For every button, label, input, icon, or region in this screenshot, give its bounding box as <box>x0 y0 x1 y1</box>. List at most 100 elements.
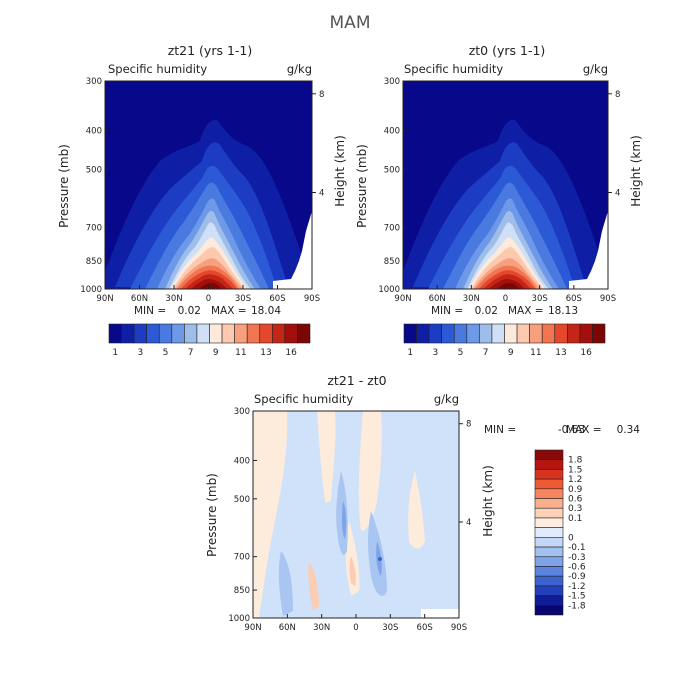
x-tick-label: 0 <box>353 623 358 633</box>
colorbar-swatch <box>234 323 248 344</box>
colorbar-label: 0.9 <box>568 485 583 495</box>
colorbar-swatch <box>403 323 417 344</box>
x-tick-label: 0 <box>503 294 508 304</box>
colorbar-label: 16 <box>580 348 592 358</box>
colorbar-label: 0.6 <box>568 495 583 505</box>
colorbar-swatch <box>246 323 261 344</box>
colorbar-swatch <box>579 323 593 344</box>
colorbar-label: 7 <box>483 348 489 358</box>
colorbar-swatch <box>534 498 564 509</box>
colorbar-swatch <box>441 323 455 344</box>
stats-min: 0.02 <box>475 305 498 317</box>
colorbar-label: -0.6 <box>568 562 586 572</box>
panel-subtitle-variable: Specific humidity <box>254 392 353 406</box>
x-tick-label: 0 <box>206 294 211 304</box>
colorbar-swatch <box>534 527 564 538</box>
contour-fill-group <box>105 81 312 289</box>
humidity-field <box>105 81 312 289</box>
colorbar-swatch <box>209 323 223 344</box>
x-tick-label: 60N <box>279 623 296 633</box>
x-tick-label: 90N <box>244 623 261 633</box>
y-tick-label: 1000 <box>378 285 400 295</box>
y-tick-label: 700 <box>234 553 250 563</box>
y2-axis-label: Height (km) <box>481 465 495 536</box>
contour-level-pos-med <box>308 561 319 611</box>
colorbar-label: 0.1 <box>568 514 582 524</box>
colorbar-label: -0.3 <box>568 553 586 563</box>
topography-mask <box>273 211 312 289</box>
colorbar-label: 0 <box>568 533 574 543</box>
colorbar-label: -0.1 <box>568 543 586 553</box>
stats-min: -0.63 <box>558 424 585 436</box>
colorbar-label: 13 <box>555 348 566 358</box>
humidity-field <box>403 81 608 289</box>
x-tick-label: 90S <box>600 294 616 304</box>
colorbar-label: 1.5 <box>568 465 582 475</box>
colorbar-swatch <box>534 488 564 499</box>
panel-subtitle-units: g/kg <box>583 62 608 76</box>
contour-level-neg-strong <box>341 501 347 539</box>
contour-level-pos-med <box>349 556 356 586</box>
colorbar-label: 11 <box>530 348 541 358</box>
x-tick-label: 90S <box>451 623 467 633</box>
contour-level-pos-small <box>317 411 336 503</box>
colorbar-swatch <box>171 323 185 344</box>
stats-max-label: MAX = <box>211 305 247 317</box>
y-tick-label: 300 <box>234 407 250 417</box>
colorbar-swatch <box>133 323 147 344</box>
colorbar-swatch <box>184 323 198 344</box>
colorbar-swatch <box>158 323 173 344</box>
panel-zt0: zt0 (yrs 1-1) Specific humidity g/kg <box>355 43 643 358</box>
stats-min-label: MIN = <box>431 305 463 317</box>
colorbar-swatch <box>534 575 564 587</box>
colorbar-label: 1 <box>407 348 413 358</box>
stats-min: 0.02 <box>178 305 201 317</box>
colorbar-swatch <box>297 323 311 344</box>
colorbar-swatch <box>479 323 493 344</box>
contour-level-max <box>497 283 519 289</box>
panel-subtitle-units: g/kg <box>434 392 459 406</box>
contour-level-pos-small <box>253 411 288 618</box>
colorbar: 1 3 5 7 9 11 13 16 <box>108 323 311 358</box>
x-tick-label: 60N <box>131 294 148 304</box>
stats-max: 18.13 <box>548 305 578 317</box>
y-axis-label: Pressure (mb) <box>355 144 369 228</box>
colorbar-swatch <box>529 323 543 344</box>
colorbar-swatch <box>534 546 564 558</box>
stats-min-label: MIN = <box>134 305 166 317</box>
y2-tick-label: 8 <box>615 90 620 100</box>
x-tick-label: 60N <box>429 294 446 304</box>
y-tick-label: 300 <box>384 77 400 87</box>
colorbar-label: 9 <box>213 348 219 358</box>
stats-max: 18.04 <box>251 305 281 317</box>
contour-min-spot <box>378 557 382 561</box>
contour-level-pos-small <box>358 411 382 531</box>
colorbar-swatch <box>534 585 564 596</box>
contour-fill-group <box>403 81 608 289</box>
topography-mask <box>569 211 608 289</box>
stats-max: 0.34 <box>617 424 641 436</box>
x-tick-label: 30S <box>532 294 548 304</box>
colorbar-swatch <box>272 323 286 344</box>
y-tick-label: 400 <box>384 127 400 137</box>
colorbar-swatch <box>554 323 568 344</box>
colorbar-swatch <box>146 323 160 344</box>
y2-tick-label: 8 <box>466 420 471 430</box>
y-tick-label: 400 <box>234 456 250 466</box>
axes: 90N 60N 30N 0 30S 60S 90S 300 400 500 700 850 1000 8 4 <box>378 77 620 304</box>
figure-title: MAM <box>330 13 371 33</box>
colorbar-swatch <box>491 323 505 344</box>
colorbar-label: 9 <box>508 348 514 358</box>
x-tick-label: 30S <box>235 294 251 304</box>
x-tick-label: 90S <box>304 294 320 304</box>
contour-level-max <box>199 283 221 289</box>
stats-min-label: MIN = <box>484 424 516 436</box>
contour-fill-group <box>253 411 459 618</box>
colorbar-label: 3 <box>138 348 144 358</box>
colorbar-swatch <box>534 507 564 519</box>
panel-subtitle-variable: Specific humidity <box>404 62 503 76</box>
colorbar-label: 13 <box>260 348 271 358</box>
difference-field <box>253 411 459 618</box>
y-tick-label: 850 <box>234 586 250 596</box>
y2-tick-label: 4 <box>319 189 324 199</box>
